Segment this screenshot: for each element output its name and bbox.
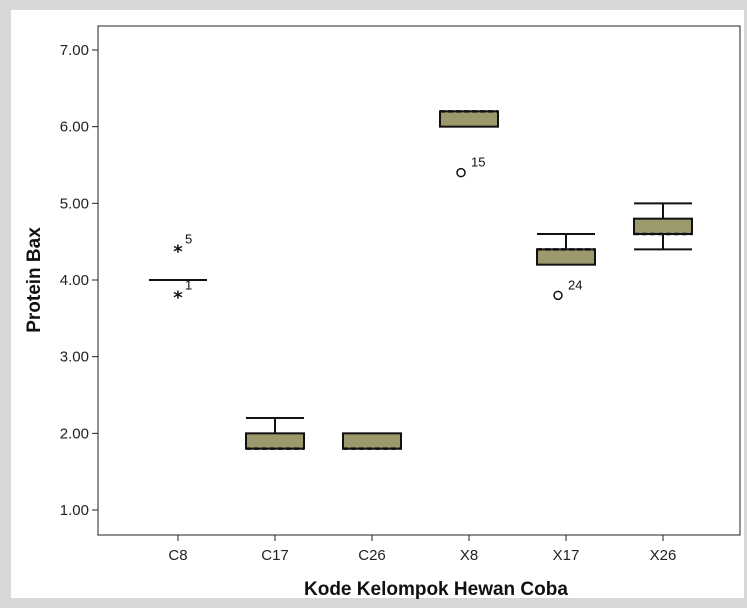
y-tick-label: 3.00 <box>60 349 89 366</box>
iqr-box <box>536 248 596 266</box>
box-x17: 24 <box>536 233 596 301</box>
box-x8: 15 <box>439 110 499 178</box>
box-c8: *5*1 <box>149 231 207 308</box>
outlier-star: * <box>173 241 183 262</box>
y-axis: 1.00 2.00 3.00 4.00 5.00 6.00 7.00 <box>60 42 98 519</box>
y-tick-label: 6.00 <box>60 119 89 136</box>
y-axis-title: Protein Bax <box>24 227 45 333</box>
y-tick-label: 4.00 <box>60 272 89 289</box>
outlier-label: 5 <box>185 231 192 246</box>
x-tick-label: X8 <box>460 547 478 564</box>
outlier-circle <box>553 290 563 301</box>
iqr-box <box>245 432 305 450</box>
iqr-box <box>342 432 402 450</box>
box-c17 <box>245 417 305 450</box>
box-c26 <box>342 432 402 450</box>
x-tick-label: C17 <box>261 547 289 564</box>
outlier-label: 15 <box>471 155 485 170</box>
outlier-label: 24 <box>568 277 582 292</box>
x-axis: C8 C17 C26 X8 X17 X26 <box>168 535 676 564</box>
y-tick-label: 2.00 <box>60 425 89 442</box>
iqr-box <box>439 110 499 128</box>
x-tick-label: C8 <box>168 547 187 564</box>
iqr-box <box>633 217 693 236</box>
y-tick-label: 5.00 <box>60 195 89 212</box>
outlier-star: * <box>173 287 183 308</box>
y-tick-label: 7.00 <box>60 42 89 59</box>
x-axis-title: Kode Kelompok Hewan Coba <box>304 579 568 600</box>
y-tick-label: 1.00 <box>60 502 89 519</box>
box-x26 <box>633 202 693 251</box>
x-tick-label: C26 <box>358 547 386 564</box>
x-tick-label: X17 <box>553 547 580 564</box>
x-tick-label: X26 <box>650 547 677 564</box>
outlier-circle <box>456 167 466 178</box>
outlier-label: 1 <box>185 277 192 292</box>
